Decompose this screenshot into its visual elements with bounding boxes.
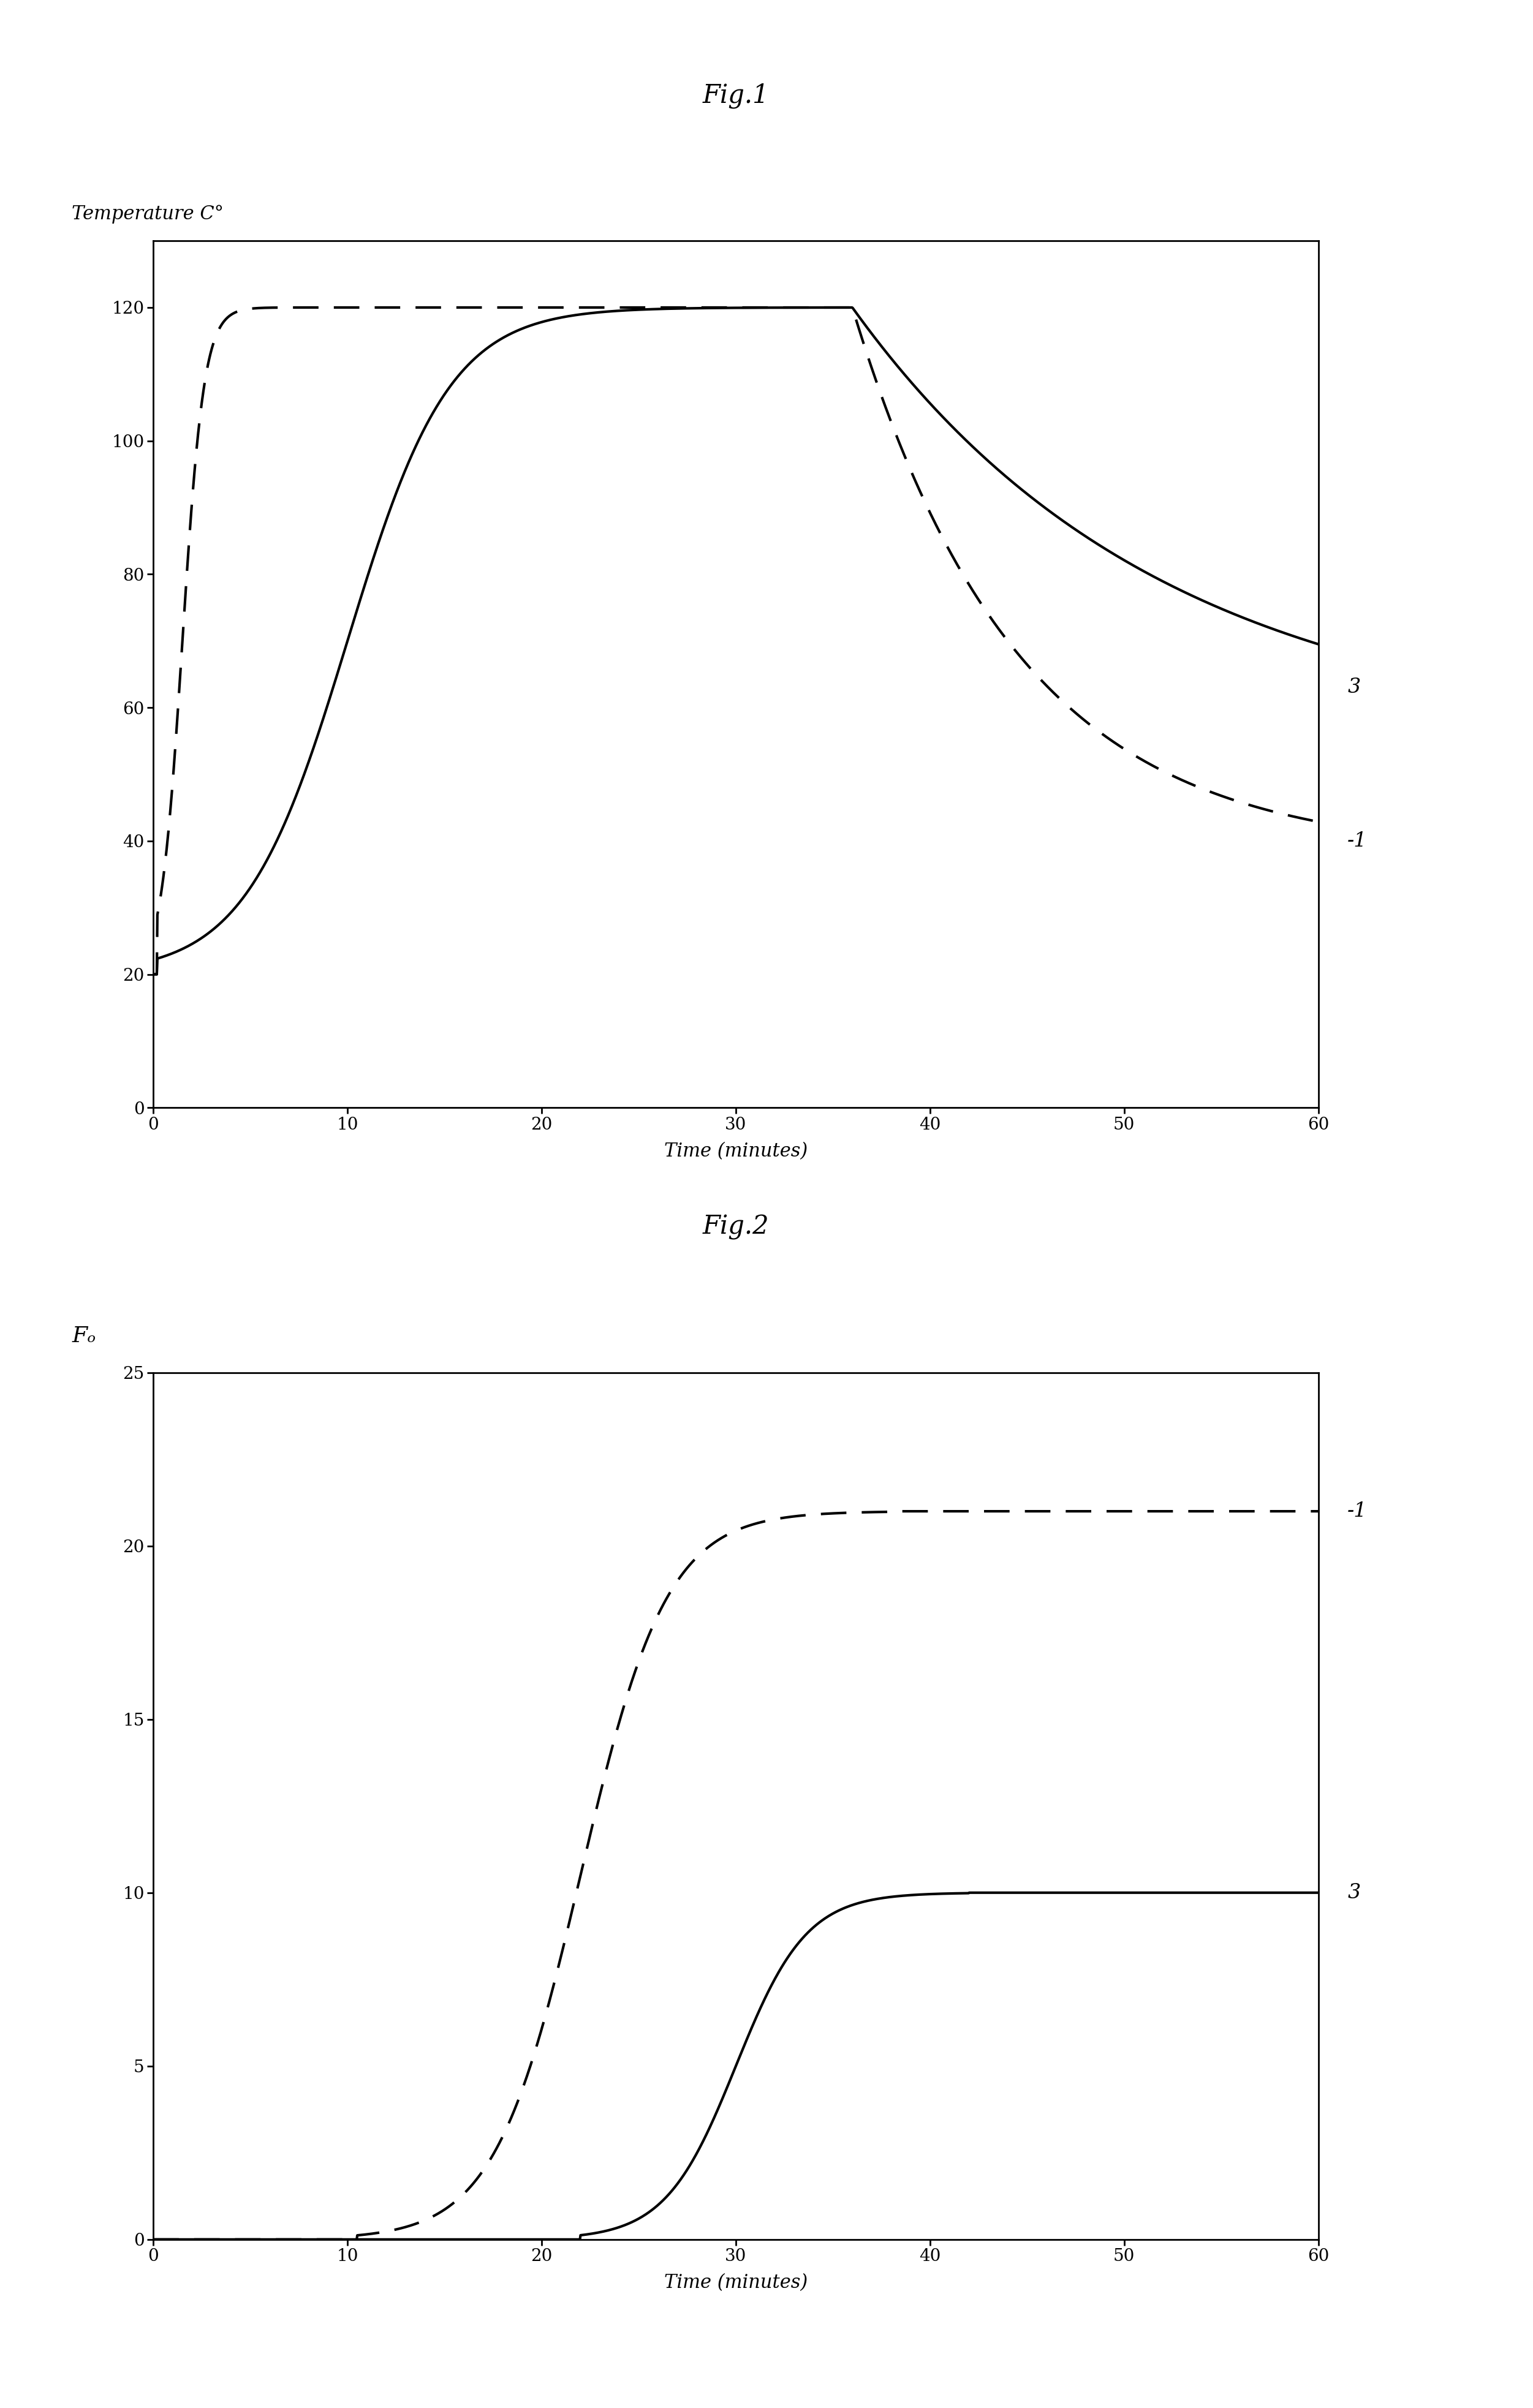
Text: Fₒ: Fₒ bbox=[72, 1327, 95, 1346]
Text: 3: 3 bbox=[1348, 1883, 1360, 1902]
Text: -1: -1 bbox=[1348, 831, 1367, 850]
Text: -1: -1 bbox=[1348, 1503, 1367, 1522]
Text: 3: 3 bbox=[1348, 677, 1360, 698]
Text: Temperature C°: Temperature C° bbox=[72, 205, 224, 224]
X-axis label: Time (minutes): Time (minutes) bbox=[664, 2273, 808, 2292]
Text: Fig.2: Fig.2 bbox=[702, 1214, 770, 1240]
X-axis label: Time (minutes): Time (minutes) bbox=[664, 1141, 808, 1161]
Text: Fig.1: Fig.1 bbox=[702, 82, 770, 108]
